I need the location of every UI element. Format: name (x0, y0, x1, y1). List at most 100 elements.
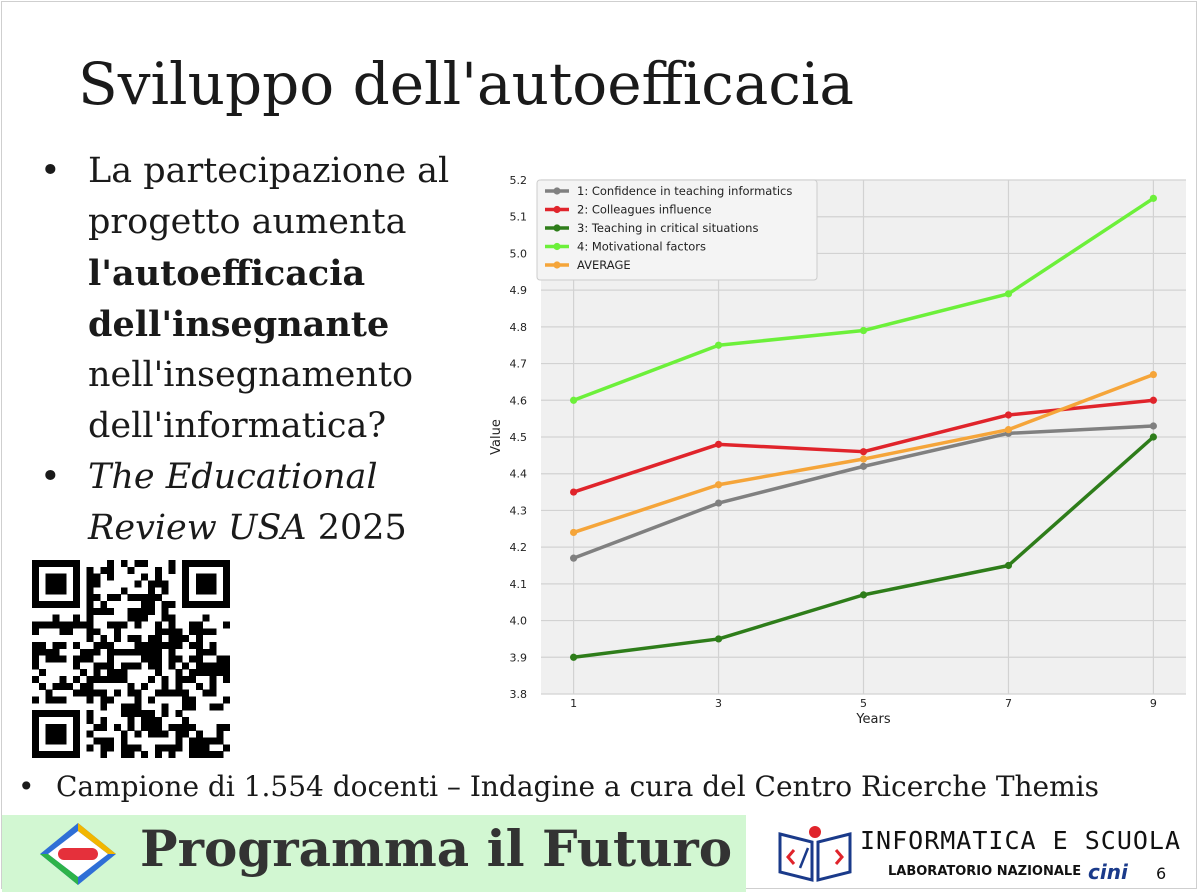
qr-module (93, 648, 101, 656)
qr-module (189, 628, 196, 636)
qr-module (154, 641, 162, 649)
qr-module (100, 689, 108, 697)
informatica-e-scuola-logo-icon (778, 826, 852, 882)
qr-module (182, 600, 190, 608)
qr-module (113, 621, 121, 629)
qr-module (168, 628, 176, 636)
qr-module (107, 662, 115, 670)
qr-module (107, 594, 115, 602)
qr-module (86, 648, 94, 656)
qr-module (127, 635, 135, 643)
qr-module (66, 710, 74, 718)
partner-subtitle: LABORATORIO NAZIONALE (888, 864, 1082, 879)
bullet-line: dell'informatica? (88, 406, 387, 446)
qr-code[interactable] (32, 560, 230, 758)
qr-module (32, 662, 39, 670)
qr-module (148, 580, 156, 588)
qr-module (52, 655, 60, 663)
qr-module (141, 723, 149, 731)
qr-module (189, 723, 196, 731)
qr-module (93, 669, 101, 677)
data-point (1004, 426, 1013, 434)
qr-module (161, 730, 169, 738)
qr-module (86, 744, 94, 752)
qr-module (38, 751, 46, 758)
qr-module (32, 594, 39, 602)
qr-module (32, 641, 39, 649)
qr-module (209, 648, 217, 656)
qr-module (189, 737, 196, 745)
qr-module (202, 628, 210, 636)
qr-module (209, 662, 217, 670)
qr-module (32, 566, 39, 574)
qr-module (59, 560, 67, 567)
qr-module (113, 628, 121, 636)
qr-module (86, 621, 94, 629)
qr-module (107, 696, 115, 704)
qr-module (134, 614, 142, 622)
qr-module (216, 730, 224, 738)
qr-module (202, 587, 210, 595)
qr-module (79, 669, 87, 677)
qr-module (195, 730, 203, 738)
qr-module (175, 676, 183, 684)
qr-module (202, 600, 210, 608)
qr-module (86, 600, 94, 608)
qr-module (154, 566, 162, 574)
qr-module (202, 662, 210, 670)
qr-module (52, 580, 60, 588)
qr-module (189, 600, 196, 608)
qr-module (209, 641, 217, 649)
qr-module (120, 621, 128, 629)
qr-module (72, 587, 80, 595)
qr-module (223, 696, 230, 704)
qr-module (120, 662, 128, 670)
y-tick-label: 4.8 (510, 321, 528, 334)
qr-module (154, 580, 162, 588)
y-tick-label: 4.6 (510, 394, 528, 407)
qr-module (127, 682, 135, 690)
qr-module (148, 696, 156, 704)
qr-module (120, 587, 128, 595)
qr-module (202, 669, 210, 677)
qr-module (195, 641, 203, 649)
qr-module (32, 573, 39, 581)
qr-module (32, 737, 39, 745)
qr-module (148, 600, 156, 608)
qr-module (195, 751, 203, 758)
qr-module (189, 560, 196, 567)
qr-module (161, 614, 169, 622)
qr-module (86, 710, 94, 718)
qr-module (154, 689, 162, 697)
qr-module (38, 648, 46, 656)
reference-year: 2025 (317, 508, 407, 548)
qr-module (161, 587, 169, 595)
qr-module (86, 566, 94, 574)
data-point (570, 528, 578, 537)
qr-module (45, 560, 53, 567)
qr-module (59, 682, 67, 690)
qr-module (45, 600, 53, 608)
qr-module (72, 655, 80, 663)
qr-module (127, 717, 135, 724)
qr-module (168, 641, 176, 649)
qr-module (72, 737, 80, 745)
qr-module (134, 710, 142, 718)
qr-module (161, 607, 169, 615)
page-number: 6 (1156, 864, 1167, 883)
qr-module (175, 682, 183, 690)
qr-module (72, 717, 80, 724)
qr-module (127, 710, 135, 718)
qr-module (32, 751, 39, 758)
qr-module (148, 662, 156, 670)
qr-module (223, 744, 230, 752)
qr-module (216, 600, 224, 608)
qr-module (52, 614, 60, 622)
x-tick-label: 1 (570, 697, 577, 710)
y-tick-label: 5.1 (510, 211, 528, 224)
qr-module (202, 560, 210, 567)
qr-module (113, 648, 121, 656)
qr-module (161, 710, 169, 718)
slide-title: Sviluppo dell'autoefficacia (78, 50, 854, 118)
qr-module (141, 600, 149, 608)
